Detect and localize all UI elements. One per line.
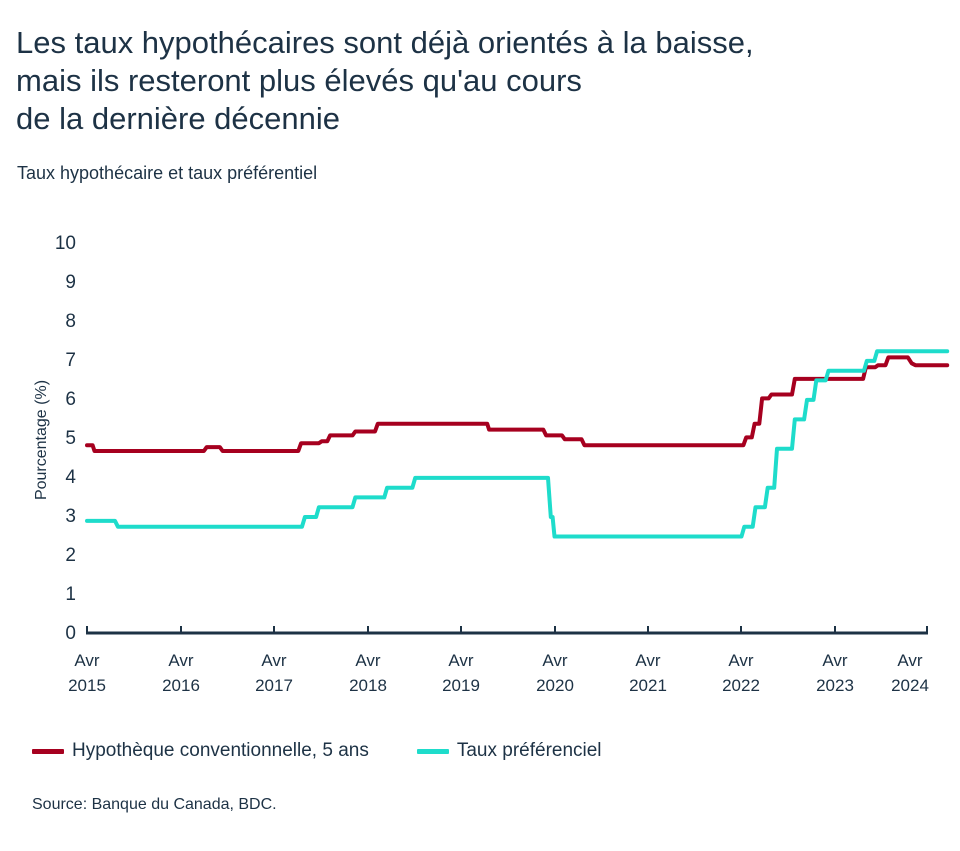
y-axis-ticks: 0 1 2 3 4 5 6 7 8 9 10: [55, 233, 77, 644]
x-tick-label: 2015: [68, 676, 106, 695]
prime-rate-line: [85, 349, 950, 539]
x-tick-label: Avr: [168, 651, 194, 670]
legend-swatch-prime: [416, 748, 449, 754]
y-tick-label: 4: [65, 467, 76, 488]
title-line-2: mais ils resteront plus élevés qu'au cou…: [16, 63, 582, 98]
y-tick-label: 10: [55, 233, 76, 254]
y-tick-label: 9: [65, 272, 76, 293]
title-line-3: de la dernière décennie: [16, 101, 341, 136]
x-tick-label: 2023: [816, 676, 854, 695]
series-lines: [85, 349, 950, 539]
x-axis-ticks: Avr 2015 Avr 2016 Avr 2017 Avr 2018 Avr 2019 Avr 20…: [68, 626, 929, 695]
source-note: Source: Banque du Canada, BDC.: [32, 796, 277, 813]
x-tick-label: Avr: [355, 651, 381, 670]
x-tick-label: Avr: [74, 651, 100, 670]
y-tick-label: 2: [65, 545, 76, 566]
y-axis-label: Pourcentage (%): [33, 380, 50, 500]
mortgage-rate-line: [85, 355, 950, 453]
y-tick-label: 7: [65, 350, 76, 371]
x-tick-label: Avr: [822, 651, 848, 670]
x-tick-label: 2024: [891, 676, 929, 695]
x-tick-label: Avr: [261, 651, 287, 670]
x-tick-label: Avr: [728, 651, 754, 670]
y-tick-label: 3: [65, 506, 76, 527]
x-tick-label: 2021: [629, 676, 667, 695]
legend-swatch-mortgage: [32, 748, 64, 754]
x-tick-label: 2019: [442, 676, 480, 695]
y-tick-label: 5: [65, 428, 76, 449]
x-tick-label: Avr: [448, 651, 474, 670]
legend-item-mortgage: Hypothèque conventionnelle, 5 ans: [32, 740, 369, 762]
x-tick-label: 2020: [536, 676, 574, 695]
y-tick-label: 1: [65, 584, 76, 605]
y-tick-label: 6: [65, 389, 76, 410]
legend-label-prime: Taux préférenciel: [456, 740, 602, 761]
chart-subtitle: Taux hypothécaire et taux préférentiel: [17, 163, 318, 183]
legend-label-mortgage: Hypothèque conventionnelle, 5 ans: [72, 740, 369, 761]
y-tick-label: 0: [65, 623, 76, 644]
x-tick-label: Avr: [635, 651, 661, 670]
x-tick-label: 2018: [349, 676, 387, 695]
x-tick-label: 2022: [722, 676, 760, 695]
x-tick-label: Avr: [897, 651, 923, 670]
chart-title: Les taux hypothécaires sont déjà orienté…: [16, 24, 936, 138]
x-tick-label: Avr: [542, 651, 568, 670]
x-tick-label: 2017: [255, 676, 293, 695]
legend-item-prime: Taux préférenciel: [416, 740, 602, 762]
legend: Hypothèque conventionnelle, 5 ans Taux p…: [32, 740, 650, 762]
y-tick-label: 8: [65, 311, 76, 332]
x-tick-label: 2016: [162, 676, 200, 695]
line-chart: 0 1 2 3 4 5 6 7 8 9 10 Pourcentage (%) Avr 2015 Avr 2…: [33, 233, 950, 695]
title-line-1: Les taux hypothécaires sont déjà orienté…: [16, 25, 754, 60]
